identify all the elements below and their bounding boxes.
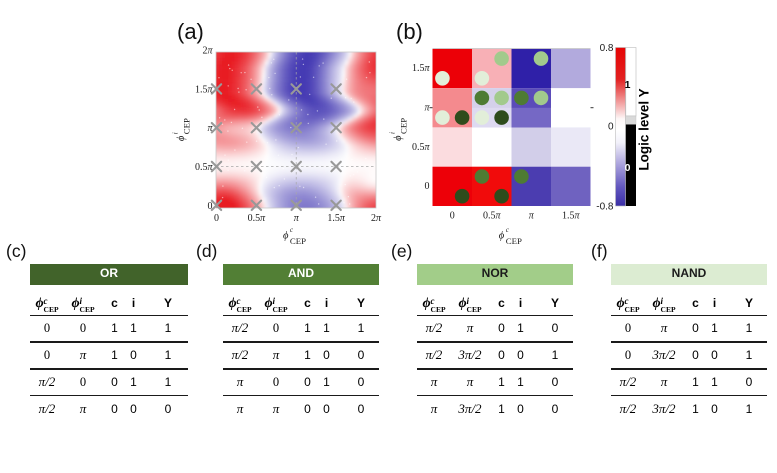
svg-text:(b): (b) [396,19,423,44]
svg-text:0.8: 0.8 [600,43,614,54]
svg-text:0.5π: 0.5π [483,211,502,222]
svg-text:Logic level Y: Logic level Y [637,88,652,170]
svg-text:1: 1 [625,79,631,91]
svg-text:c: c [506,226,510,234]
svg-text:1.5π: 1.5π [562,211,581,222]
svg-text:0: 0 [208,201,213,212]
svg-text:π: π [529,211,535,222]
svg-text:CEP: CEP [398,118,408,134]
svg-text:(a): (a) [177,19,204,44]
svg-text:0: 0 [450,211,455,222]
svg-text:0.5π: 0.5π [248,213,267,224]
svg-text:1.5π: 1.5π [327,213,346,224]
svg-text:2π: 2π [202,46,213,57]
svg-text:-0.8: -0.8 [596,202,614,213]
svg-text:c: c [290,226,294,234]
svg-text:0.5π: 0.5π [412,142,431,153]
svg-text:1.5π: 1.5π [412,63,431,74]
svg-text:CEP: CEP [506,236,522,246]
svg-text:CEP: CEP [181,118,191,134]
svg-text:0: 0 [425,181,430,192]
svg-text:0: 0 [608,122,614,133]
svg-text:ϕ: ϕ [176,135,187,141]
svg-text:ϕ: ϕ [393,135,404,141]
svg-text:π: π [294,213,300,224]
svg-text:CEP: CEP [290,236,306,246]
svg-text:ϕ: ϕ [499,231,505,242]
svg-text:π: π [424,103,430,114]
svg-text:i: i [171,132,179,134]
svg-text:0: 0 [625,162,631,174]
svg-text:ϕ: ϕ [283,231,289,242]
svg-text:1.5π: 1.5π [195,84,214,95]
svg-text:i: i [388,132,396,134]
svg-text:0: 0 [214,213,219,224]
svg-text:π: π [207,123,213,134]
svg-text:0.5π: 0.5π [195,162,214,173]
svg-text:2π: 2π [371,213,382,224]
